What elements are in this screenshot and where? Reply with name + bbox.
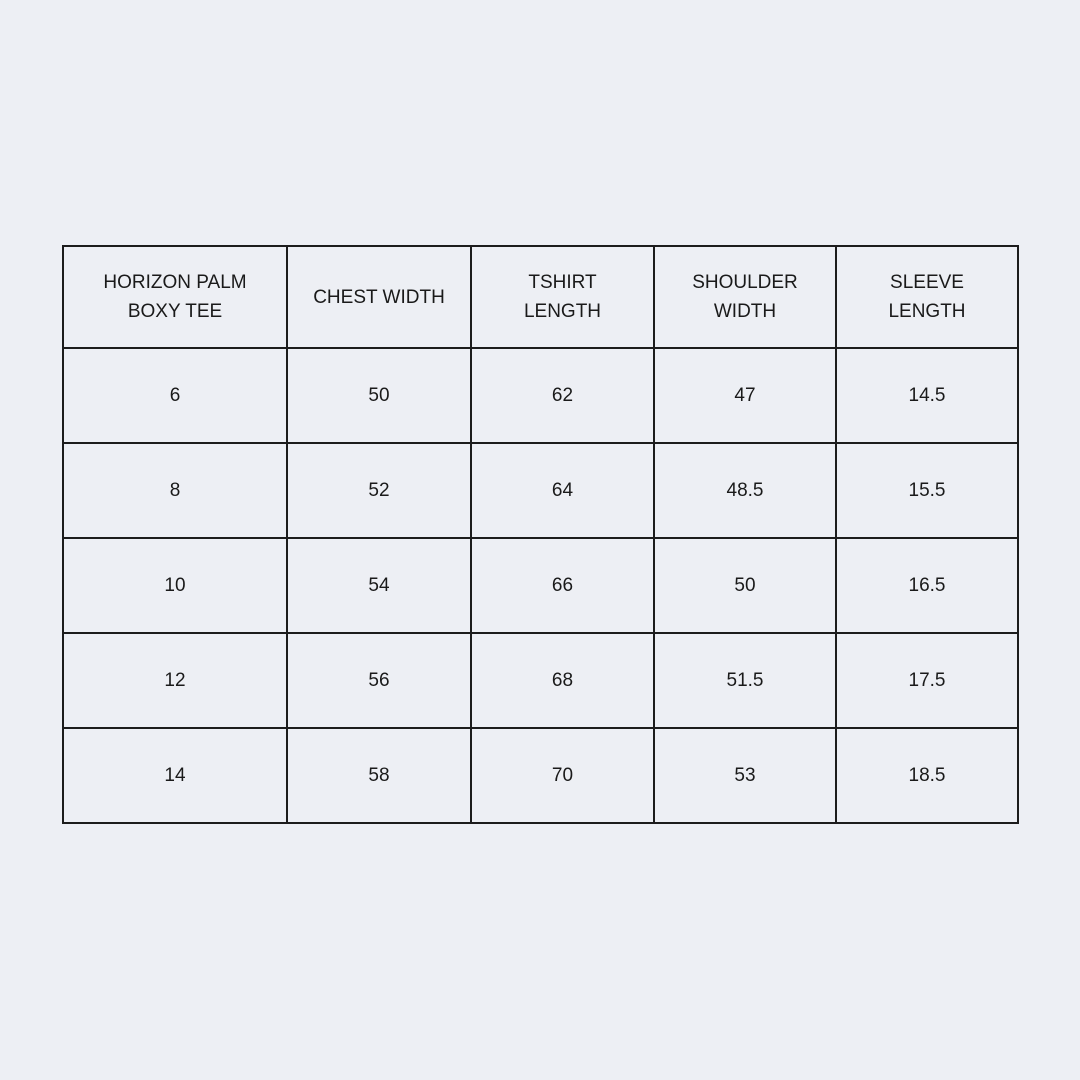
chest-width-cell: 56 (286, 632, 472, 729)
sleeve-length-cell: 18.5 (835, 727, 1019, 824)
table-row-size-12: 12 56 68 51.5 17.5 (62, 632, 1019, 729)
shoulder-width-cell: 50 (653, 537, 837, 634)
table-row-size-10: 10 54 66 50 16.5 (62, 537, 1019, 634)
header-line: BOXY TEE (127, 301, 223, 322)
sleeve-length-cell: 17.5 (835, 632, 1019, 729)
size-cell: 8 (62, 442, 288, 539)
chest-width-cell: 50 (286, 347, 472, 444)
table-row-size-6: 6 50 62 47 14.5 (62, 347, 1019, 444)
chest-width-cell: 52 (286, 442, 472, 539)
chest-width-cell: 58 (286, 727, 472, 824)
header-line: HORIZON PALM (103, 272, 247, 293)
shoulder-width-cell: 53 (653, 727, 837, 824)
column-header-sleeve-length: SLEEVE LENGTH (835, 245, 1019, 349)
tshirt-length-cell: 66 (470, 537, 655, 634)
header-line: TSHIRT (528, 272, 597, 293)
header-line: WIDTH (713, 301, 777, 322)
size-cell: 6 (62, 347, 288, 444)
sleeve-length-cell: 14.5 (835, 347, 1019, 444)
tshirt-length-cell: 68 (470, 632, 655, 729)
shoulder-width-cell: 47 (653, 347, 837, 444)
header-row: HORIZON PALM BOXY TEE CHEST WIDTH TSHIRT… (62, 245, 1019, 349)
header-line: LENGTH (888, 301, 966, 322)
header-line: LENGTH (523, 301, 602, 322)
tshirt-length-cell: 64 (470, 442, 655, 539)
size-cell: 12 (62, 632, 288, 729)
column-header-product: HORIZON PALM BOXY TEE (62, 245, 288, 349)
table-row-size-14: 14 58 70 53 18.5 (62, 727, 1019, 824)
shoulder-width-cell: 48.5 (653, 442, 837, 539)
table-row-size-8: 8 52 64 48.5 15.5 (62, 442, 1019, 539)
size-chart-table: HORIZON PALM BOXY TEE CHEST WIDTH TSHIRT… (62, 245, 1019, 824)
tshirt-length-cell: 70 (470, 727, 655, 824)
size-cell: 10 (62, 537, 288, 634)
chest-width-cell: 54 (286, 537, 472, 634)
sleeve-length-cell: 16.5 (835, 537, 1019, 634)
header-line: CHEST WIDTH (313, 286, 445, 308)
header-line: SLEEVE (890, 272, 964, 293)
tshirt-length-cell: 62 (470, 347, 655, 444)
column-header-shoulder-width: SHOULDER WIDTH (653, 245, 837, 349)
shoulder-width-cell: 51.5 (653, 632, 837, 729)
column-header-tshirt-length: TSHIRT LENGTH (470, 245, 655, 349)
sleeve-length-cell: 15.5 (835, 442, 1019, 539)
size-cell: 14 (62, 727, 288, 824)
header-line: SHOULDER (692, 272, 798, 293)
column-header-chest-width: CHEST WIDTH (286, 245, 472, 349)
